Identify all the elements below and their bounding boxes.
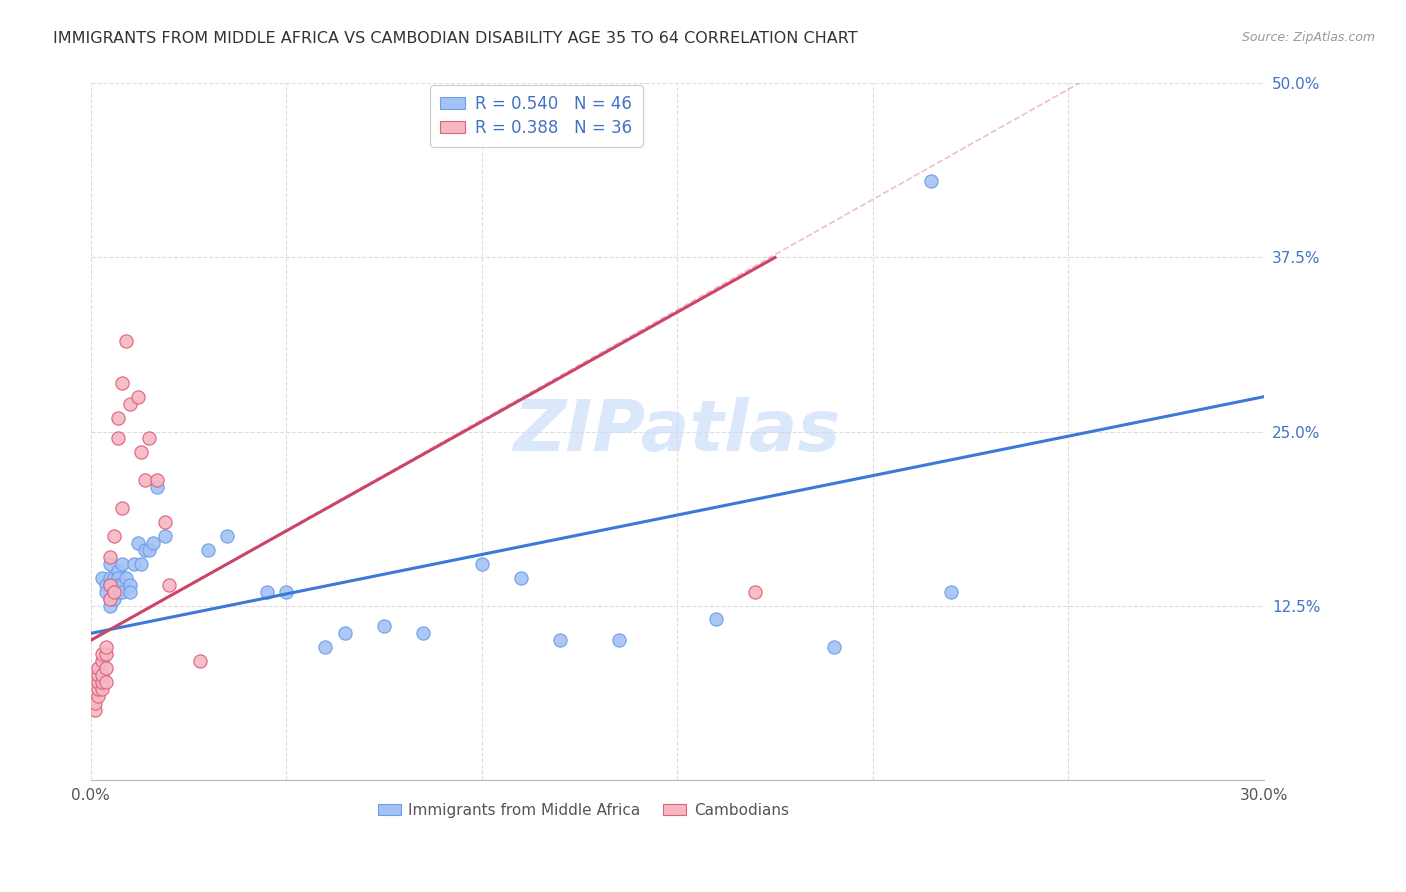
Point — [138, 432, 160, 446]
Point — [118, 397, 141, 411]
Legend: Immigrants from Middle Africa, Cambodians: Immigrants from Middle Africa, Cambodian… — [371, 797, 796, 824]
Point — [256, 584, 278, 599]
Point — [103, 584, 125, 599]
Point — [91, 654, 114, 668]
Point — [111, 584, 134, 599]
Point — [103, 529, 125, 543]
Point — [134, 542, 156, 557]
Point — [96, 675, 118, 690]
Point — [217, 529, 239, 543]
Point — [98, 599, 121, 613]
Point — [114, 571, 136, 585]
Point — [107, 564, 129, 578]
Point — [87, 661, 110, 675]
Point — [87, 689, 110, 703]
Point — [333, 626, 356, 640]
Point — [96, 648, 118, 662]
Point — [91, 571, 114, 585]
Point — [134, 473, 156, 487]
Point — [107, 571, 129, 585]
Text: Source: ZipAtlas.com: Source: ZipAtlas.com — [1241, 31, 1375, 45]
Point — [131, 557, 153, 571]
Point — [87, 668, 110, 682]
Point — [704, 612, 727, 626]
Point — [107, 577, 129, 591]
Point — [96, 577, 118, 591]
Point — [188, 654, 211, 668]
Point — [96, 640, 118, 655]
Text: IMMIGRANTS FROM MIDDLE AFRICA VS CAMBODIAN DISABILITY AGE 35 TO 64 CORRELATION C: IMMIGRANTS FROM MIDDLE AFRICA VS CAMBODI… — [53, 31, 858, 46]
Point — [91, 682, 114, 697]
Point — [142, 536, 165, 550]
Point — [548, 633, 571, 648]
Point — [107, 410, 129, 425]
Point — [939, 584, 962, 599]
Point — [83, 696, 105, 710]
Point — [127, 390, 149, 404]
Point — [197, 542, 219, 557]
Point — [412, 626, 434, 640]
Point — [107, 432, 129, 446]
Point — [87, 675, 110, 690]
Point — [823, 640, 845, 655]
Point — [146, 473, 169, 487]
Point — [98, 577, 121, 591]
Point — [96, 584, 118, 599]
Point — [138, 542, 160, 557]
Point — [98, 591, 121, 606]
Point — [118, 584, 141, 599]
Point — [114, 334, 136, 348]
Point — [127, 536, 149, 550]
Point — [111, 376, 134, 390]
Point — [103, 584, 125, 599]
Point — [471, 557, 494, 571]
Point — [118, 577, 141, 591]
Point — [111, 557, 134, 571]
Point — [98, 571, 121, 585]
Point — [91, 675, 114, 690]
Point — [157, 577, 180, 591]
Point — [91, 668, 114, 682]
Point — [373, 619, 395, 633]
Point — [744, 584, 766, 599]
Point — [920, 174, 942, 188]
Point — [83, 703, 105, 717]
Point — [276, 584, 298, 599]
Point — [111, 577, 134, 591]
Point — [98, 591, 121, 606]
Point — [122, 557, 145, 571]
Point — [98, 577, 121, 591]
Point — [103, 571, 125, 585]
Point — [91, 648, 114, 662]
Point — [131, 445, 153, 459]
Point — [98, 549, 121, 564]
Point — [107, 584, 129, 599]
Point — [103, 591, 125, 606]
Point — [111, 501, 134, 516]
Text: ZIPatlas: ZIPatlas — [513, 397, 841, 466]
Point — [146, 480, 169, 494]
Point — [153, 515, 176, 529]
Point — [103, 577, 125, 591]
Point — [96, 661, 118, 675]
Point — [98, 557, 121, 571]
Point — [607, 633, 630, 648]
Point — [314, 640, 336, 655]
Point — [87, 682, 110, 697]
Point — [509, 571, 531, 585]
Point — [153, 529, 176, 543]
